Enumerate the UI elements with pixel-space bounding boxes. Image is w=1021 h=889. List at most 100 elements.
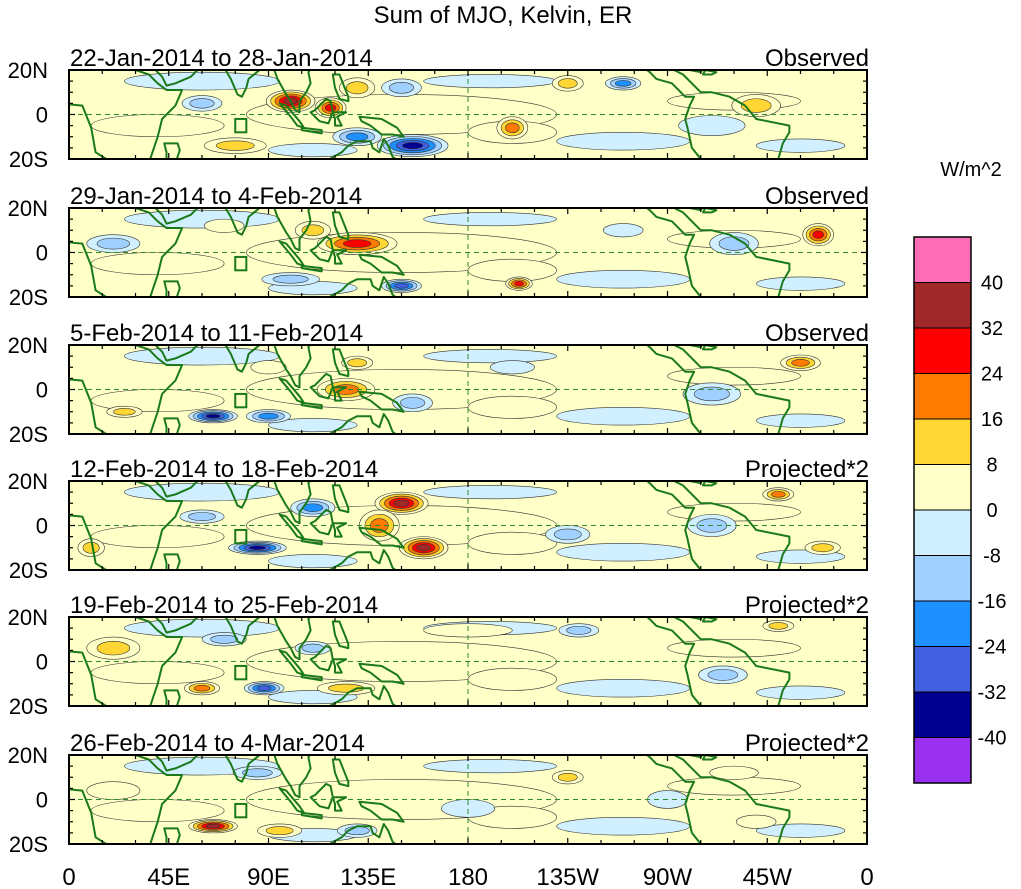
coastline <box>300 537 323 546</box>
base-anomaly <box>268 418 358 433</box>
colorbar-swatch <box>913 236 972 283</box>
y-tick-label: 0 <box>36 103 48 128</box>
coastline <box>163 553 181 570</box>
panel-status: Projected*2 <box>745 456 869 483</box>
coastline <box>273 755 312 799</box>
coastline <box>358 115 405 138</box>
coastline <box>702 755 718 761</box>
coastline <box>358 253 405 276</box>
panel-6: 20N 0 20S 26-Feb-2014 to 4-Mar-2014 Projecte… <box>8 730 869 857</box>
anomaly-contour <box>394 283 409 289</box>
x-axis: 0 45E 90E 135E 180 135W 90W 45W 0 <box>62 864 873 889</box>
anomaly-contour <box>489 360 535 375</box>
base-anomaly <box>755 413 846 428</box>
coastline <box>331 386 348 402</box>
base-anomaly <box>667 638 801 658</box>
base-anomaly <box>755 685 846 700</box>
anomaly-contour <box>250 360 287 375</box>
coastline <box>154 70 199 87</box>
coastline <box>163 280 181 297</box>
panel-date-range: 19-Feb-2014 to 25-Feb-2014 <box>70 592 378 619</box>
coastline <box>153 208 200 225</box>
anomaly-contour <box>557 772 578 782</box>
anomaly-contour <box>345 81 369 95</box>
anomaly-contour <box>248 545 266 550</box>
coastline <box>645 481 791 570</box>
coastline <box>645 617 791 706</box>
base-anomaly <box>268 143 358 158</box>
anomaly-contour <box>189 98 215 109</box>
coastline <box>702 208 718 214</box>
anomaly-contour <box>768 622 789 630</box>
panel-status: Projected*2 <box>745 730 869 757</box>
coastline <box>702 617 718 623</box>
anomaly-contour <box>791 359 810 367</box>
anomaly-contour <box>566 625 592 635</box>
base-anomaly <box>667 366 801 386</box>
anomaly-contour <box>402 142 424 150</box>
coastline <box>273 70 312 114</box>
index-region-box <box>234 117 248 134</box>
coastline <box>300 264 323 273</box>
coastline <box>327 413 398 434</box>
y-tick-label: 20N <box>8 743 48 768</box>
base-anomaly <box>467 531 557 555</box>
coastline <box>273 208 312 252</box>
base-anomaly <box>423 74 557 89</box>
colorbar-swatch <box>913 600 972 647</box>
base-anomaly <box>467 395 557 419</box>
y-tick-label: 0 <box>36 788 48 813</box>
coastline <box>224 481 262 509</box>
coastline <box>327 685 398 706</box>
colorbar-label: 16 <box>981 409 1003 431</box>
anomaly-contour <box>347 358 368 368</box>
colorbar-label: 40 <box>981 273 1003 295</box>
colorbar-label: -16 <box>978 591 1007 613</box>
coastline <box>273 481 312 525</box>
anomaly-field <box>69 208 846 297</box>
anomaly-contour <box>86 781 141 800</box>
x-tick-label: 135W <box>536 864 599 889</box>
anomaly-contour <box>193 684 211 692</box>
panel-status: Projected*2 <box>745 592 869 619</box>
anomaly-contour <box>693 386 730 402</box>
coastline <box>224 70 262 98</box>
coastline <box>163 689 181 706</box>
y-tick-label: 20S <box>9 422 48 447</box>
coastline <box>300 811 323 820</box>
anomaly-contour <box>557 78 578 89</box>
coastline <box>224 345 262 373</box>
base-anomaly <box>467 667 557 691</box>
anomaly-contour <box>388 82 415 94</box>
chart-title: Sum of MJO, Kelvin, ER <box>374 2 633 29</box>
coastline <box>69 617 184 706</box>
coastline <box>163 827 181 844</box>
index-region-box <box>234 664 248 681</box>
base-anomaly <box>667 502 801 522</box>
y-tick-label: 20S <box>9 285 48 310</box>
colorbar-swatch <box>913 327 972 374</box>
anomaly-contour <box>811 543 834 553</box>
anomaly-contour <box>812 230 824 239</box>
colorbar-label: 32 <box>981 318 1003 340</box>
y-tick-label: 0 <box>36 378 48 403</box>
anomaly-contour <box>96 641 131 656</box>
panel-date-range: 22-Jan-2014 to 28-Jan-2014 <box>70 45 373 72</box>
coastline <box>331 658 348 674</box>
coastline <box>702 345 718 351</box>
anomaly-contour <box>188 512 216 522</box>
coastline <box>300 401 323 410</box>
coastline <box>702 481 718 487</box>
index-region-box <box>234 802 248 819</box>
coastline <box>69 345 184 434</box>
anomaly-contour <box>709 765 759 780</box>
coastline <box>358 390 405 413</box>
panel-1: 20N 0 20S 22-Jan-2014 to 28-Jan-2014 Observe… <box>8 45 869 172</box>
anomaly-contour <box>771 491 786 498</box>
coastline <box>645 208 791 297</box>
y-tick-label: 20S <box>9 147 48 172</box>
y-tick-label: 20S <box>9 558 48 583</box>
anomaly-contour <box>735 814 777 829</box>
anomaly-contour <box>346 132 369 142</box>
